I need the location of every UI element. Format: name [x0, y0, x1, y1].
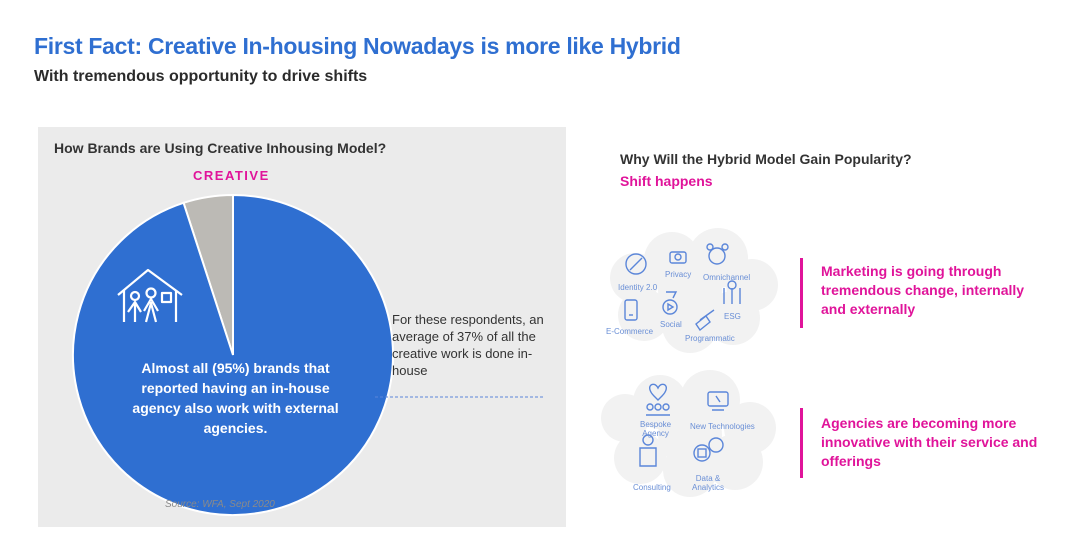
cloud1-label-ecommerce: E-Commerce — [606, 327, 654, 336]
social-icon — [662, 291, 678, 315]
cloud2-label-consulting: Consulting — [633, 483, 671, 492]
cloud2-label-newtech: New Technologies — [690, 422, 755, 431]
programmatic-icon — [695, 309, 715, 332]
cloud2-label-bespoke: Bespoke Agency — [640, 420, 672, 438]
point2-text: Agencies are becoming more innovative wi… — [821, 415, 1038, 469]
omnichannel-icon — [706, 243, 729, 265]
identity-icon — [625, 253, 647, 275]
cloud1-label-social: Social — [660, 320, 682, 329]
cloud-2 — [601, 370, 776, 497]
cloud2-label-data: Data & Analytics — [692, 474, 725, 492]
ecommerce-icon — [624, 299, 638, 321]
point2-bar — [800, 408, 803, 478]
source-note: Source: WFA, Sept 2020 — [165, 499, 275, 510]
cloud1-label-identity: Identity 2.0 — [618, 283, 658, 292]
cloud1-label-programmatic: Programmatic — [685, 334, 735, 343]
consulting-icon — [639, 434, 657, 467]
shift-highlight: Shift happens — [620, 173, 713, 189]
pie-center-text: Almost all (95%) brands that reported ha… — [132, 360, 339, 436]
data-analytics-icon — [693, 437, 724, 462]
house-family-icon — [117, 268, 183, 323]
new-technologies-icon — [707, 391, 729, 411]
esg-icon — [723, 280, 741, 304]
page-subtitle: With tremendous opportunity to drive shi… — [34, 68, 368, 85]
point1-text: Marketing is going through tremendous ch… — [821, 263, 1025, 317]
cloud1-label-omnichannel: Omnichannel — [703, 273, 751, 282]
cloud1-label-esg: ESG — [724, 312, 741, 321]
cloud1-label-privacy: Privacy — [665, 270, 692, 279]
slice-label: CREATIVE — [193, 168, 270, 183]
chart-title: How Brands are Using Creative Inhousing … — [54, 140, 387, 156]
respondent-annotation: For these respondents, an average of 37%… — [392, 312, 544, 378]
privacy-icon — [669, 251, 687, 264]
bespoke-agency-icon — [646, 383, 670, 416]
cloud-1 — [610, 228, 778, 353]
point1-bar — [800, 258, 803, 328]
right-question: Why Will the Hybrid Model Gain Popularit… — [620, 151, 912, 167]
page-title: First Fact: Creative In-housing Nowadays… — [34, 33, 681, 59]
